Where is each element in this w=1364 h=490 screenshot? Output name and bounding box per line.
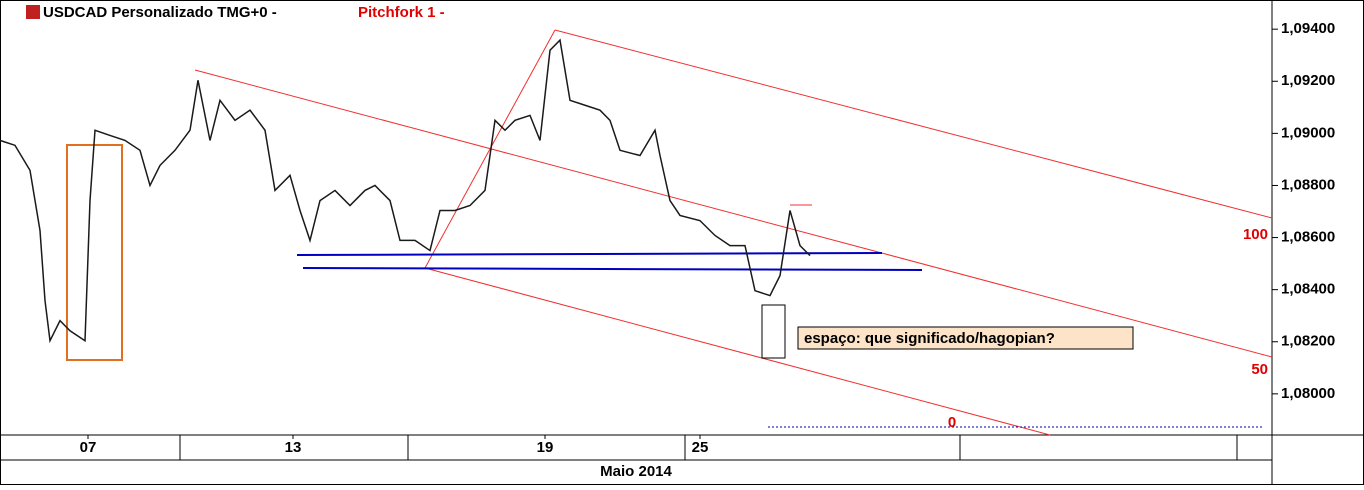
y-tick-label: 1,09400 [1281, 20, 1335, 37]
fork-level: 50 [1251, 361, 1268, 378]
y-tick-label: 1,08400 [1281, 281, 1335, 298]
x-tick-label: 13 [285, 439, 302, 456]
y-tick-label: 1,09200 [1281, 72, 1335, 89]
price-line [0, 38, 811, 344]
pitchfork [194, 29, 1273, 436]
y-tick-label: 1,08200 [1281, 333, 1335, 350]
x-separators [179, 435, 1238, 460]
note: espaço: que significado/hagopian? [804, 330, 1055, 347]
y-tick-label: 1,09000 [1281, 124, 1335, 141]
support-lines [296, 252, 923, 271]
fork-level: 100 [1243, 226, 1268, 243]
chart-subtitle: Pitchfork 1 - [358, 4, 445, 21]
note-box [797, 326, 1134, 350]
fork-level: 0 [948, 414, 956, 431]
y-tick-label: 1,08800 [1281, 176, 1335, 193]
x-tick-label: 07 [80, 439, 97, 456]
x-axis-title: Maio 2014 [600, 463, 672, 480]
y-tick-label: 1,08600 [1281, 229, 1335, 246]
chart-title: USDCAD Personalizado TMG+0 - [43, 4, 277, 21]
fx-icon [26, 5, 40, 19]
x-tick-label: 19 [537, 439, 554, 456]
x-tick-label: 25 [692, 439, 709, 456]
gap-box [761, 304, 786, 359]
y-tick-label: 1,08000 [1281, 385, 1335, 402]
